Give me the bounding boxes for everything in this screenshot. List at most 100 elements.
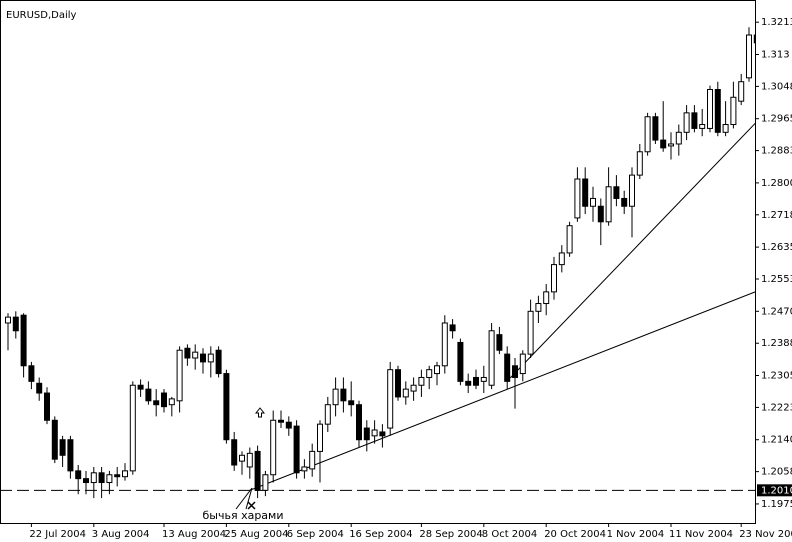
candle-body <box>449 324 456 332</box>
candle-body <box>543 291 550 305</box>
candle-body <box>434 365 440 375</box>
level-label: 1.2010 <box>761 485 792 496</box>
candle-body <box>246 452 253 468</box>
candle-body <box>512 365 518 378</box>
candle-body <box>730 96 737 126</box>
candle-body <box>683 112 690 133</box>
candle-body <box>395 369 401 398</box>
y-tick-label: 1.2718 <box>761 210 792 221</box>
candle-body <box>20 314 27 367</box>
y-tick-label: 1.2388 <box>761 338 792 349</box>
candle-body <box>340 388 347 402</box>
candle-body <box>410 384 417 392</box>
candle-body <box>535 303 542 312</box>
annotation: бычья харами <box>203 509 284 522</box>
y-tick-label: 1.2470 <box>761 306 792 317</box>
level-label-bg <box>757 484 792 497</box>
candle-body <box>293 425 300 474</box>
candle-body <box>12 316 19 332</box>
candle-body <box>504 353 511 382</box>
candle-body <box>371 429 378 437</box>
plot-area <box>0 27 755 499</box>
x-tick-label: 16 Sep 2004 <box>349 529 412 540</box>
chart-title: EURUSD,Daily <box>6 10 77 21</box>
candle-body <box>387 369 394 429</box>
y-tick-label: 1.3048 <box>761 81 792 92</box>
x-tick-label: 6 Sep 2004 <box>287 529 344 540</box>
arrow-marker <box>254 407 266 418</box>
candle-body <box>473 376 479 386</box>
candle-body <box>652 116 659 141</box>
candle-body <box>309 450 316 470</box>
candle-body <box>324 404 331 425</box>
candle-body <box>67 439 74 472</box>
x-tick-label: 20 Oct 2004 <box>544 529 606 540</box>
plot-frame <box>0 0 756 524</box>
y-tick-label: 1.313 <box>761 49 790 60</box>
candle-body <box>480 376 487 382</box>
candle-body <box>90 472 97 484</box>
candle-body <box>270 419 277 476</box>
x-tick-label: 13 Aug 2004 <box>162 529 226 540</box>
y-tick-label: 1.2223 <box>761 402 792 413</box>
candle-body <box>301 466 308 472</box>
candle-body <box>488 330 495 386</box>
candle-body <box>675 131 682 145</box>
candle-body <box>597 205 604 223</box>
y-tick-label: 1.2305 <box>761 371 792 382</box>
candle-body <box>714 89 721 133</box>
candle-body <box>122 470 128 478</box>
candle-body <box>644 116 651 153</box>
x-tick-label: 28 Sep 2004 <box>419 529 482 540</box>
y-tick-label: 1.1975 <box>761 499 792 510</box>
annotation-leader <box>235 487 253 510</box>
candle-body <box>465 380 472 386</box>
y-tick-label: 1.2140 <box>761 435 792 446</box>
candle-body <box>363 427 370 441</box>
trendline <box>249 291 755 491</box>
candle-body <box>402 388 409 398</box>
candle-body <box>75 470 82 480</box>
candle-body <box>114 474 121 478</box>
candle-body <box>332 388 339 406</box>
candle-body <box>691 112 698 129</box>
x-tick-label: 3 Aug 2004 <box>92 529 150 540</box>
candle-body <box>551 264 557 293</box>
candle-body <box>231 439 238 466</box>
y-tick-label: 1.2635 <box>761 242 792 253</box>
candle-body <box>605 186 612 223</box>
candle-body <box>590 197 596 207</box>
candle-body <box>153 400 160 406</box>
candle-body <box>660 139 667 149</box>
candle-body <box>83 478 89 484</box>
candle-body <box>28 365 35 382</box>
candle-body <box>707 89 713 129</box>
candle-body <box>668 143 674 147</box>
y-tick-label: 1.2883 <box>761 146 792 157</box>
candle-body <box>254 450 261 491</box>
candle-body <box>574 178 581 219</box>
candle-body <box>722 124 729 133</box>
x-tick-label: 22 Jul 2004 <box>29 529 86 540</box>
y-tick-label: 1.2800 <box>761 178 792 189</box>
candle-body <box>59 439 66 456</box>
candle-body <box>558 252 565 266</box>
candle-body <box>223 373 230 441</box>
candle-body <box>200 353 206 363</box>
x-tick-label: 23 Nov 2004 <box>739 529 792 540</box>
candle-body <box>176 349 183 402</box>
candle-body <box>207 353 214 363</box>
y-tick-label: 1.2058 <box>761 467 792 478</box>
candle-body <box>566 225 573 254</box>
x-tick-label: 1 Nov 2004 <box>607 529 665 540</box>
candle-body <box>161 392 167 408</box>
candle-body <box>5 316 11 324</box>
candle-body <box>621 197 628 207</box>
candle-body <box>168 398 175 406</box>
cross-marker <box>247 501 256 510</box>
candle-body <box>44 392 50 421</box>
candle-body <box>239 454 245 462</box>
candle-body <box>106 474 113 484</box>
candle-body <box>746 34 752 79</box>
